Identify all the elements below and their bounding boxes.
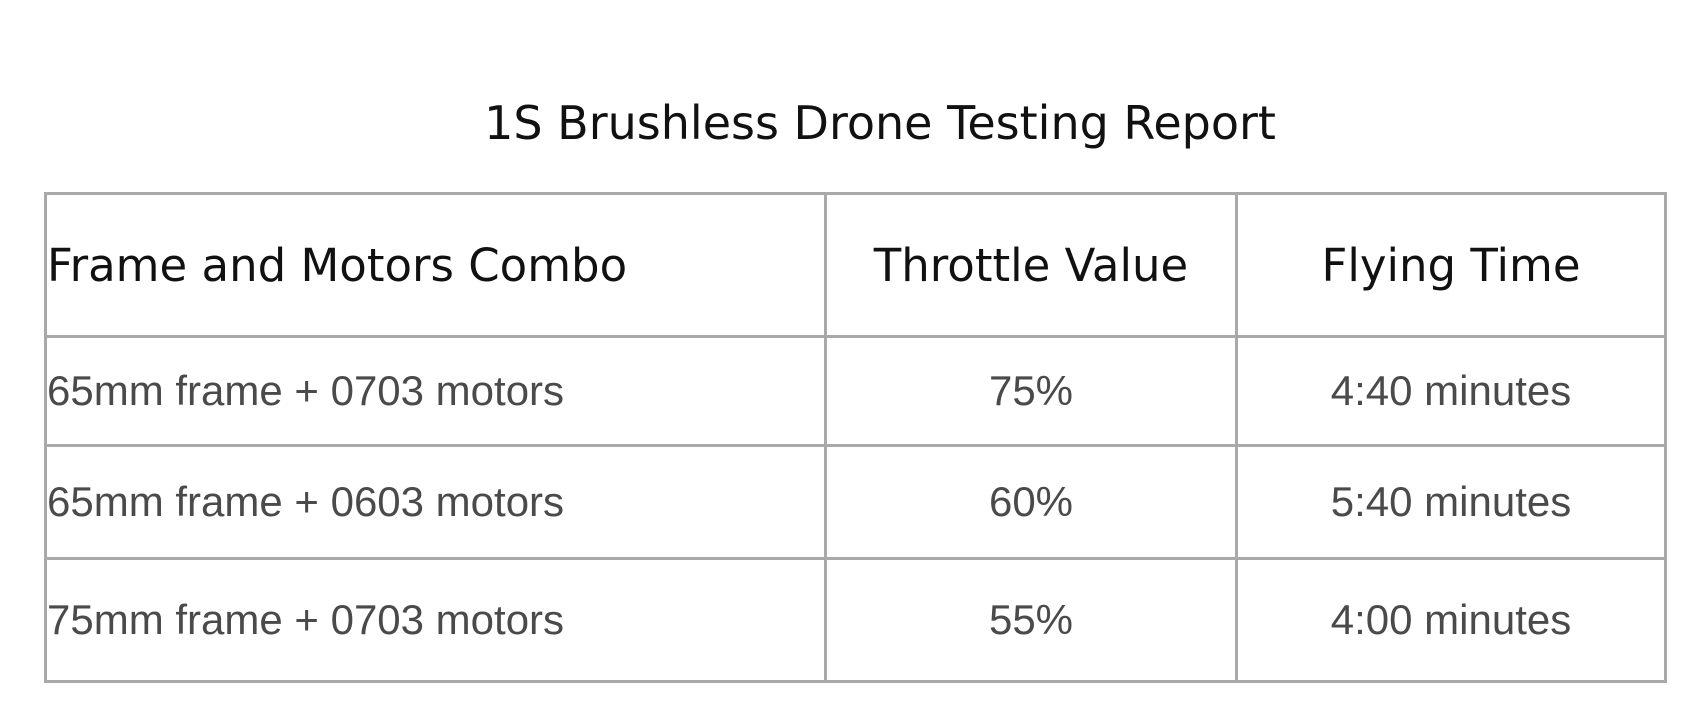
cell-throttle-value: 55% — [824, 557, 1238, 683]
header-row: Frame and Motors Combo Throttle Value Fl… — [44, 192, 1667, 338]
cell-frame-and-motors-combo: 65mm frame + 0703 motors — [44, 335, 827, 447]
cell-frame-and-motors-combo: 75mm frame + 0703 motors — [44, 557, 827, 683]
table-header: Frame and Motors Combo Throttle Value Fl… — [44, 192, 1667, 338]
table-row: 65mm frame + 0603 motors 60% 5:40 minute… — [44, 444, 1667, 560]
cell-flying-time: 4:40 minutes — [1235, 335, 1667, 447]
table-body: 65mm frame + 0703 motors 75% 4:40 minute… — [44, 335, 1667, 683]
cell-frame-and-motors-combo: 65mm frame + 0603 motors — [44, 444, 827, 560]
cell-throttle-value: 75% — [824, 335, 1238, 447]
header-flying-time: Flying Time — [1235, 192, 1667, 338]
cell-flying-time: 5:40 minutes — [1235, 444, 1667, 560]
cell-throttle-value: 60% — [824, 444, 1238, 560]
testing-report-table: Frame and Motors Combo Throttle Value Fl… — [44, 192, 1667, 683]
table-row: 65mm frame + 0703 motors 75% 4:40 minute… — [44, 335, 1667, 447]
table-row: 75mm frame + 0703 motors 55% 4:00 minute… — [44, 557, 1667, 683]
header-throttle-value: Throttle Value — [824, 192, 1238, 338]
report-title: 1S Brushless Drone Testing Report — [484, 96, 1276, 150]
cell-flying-time: 4:00 minutes — [1235, 557, 1667, 683]
header-frame-and-motors-combo: Frame and Motors Combo — [44, 192, 827, 338]
